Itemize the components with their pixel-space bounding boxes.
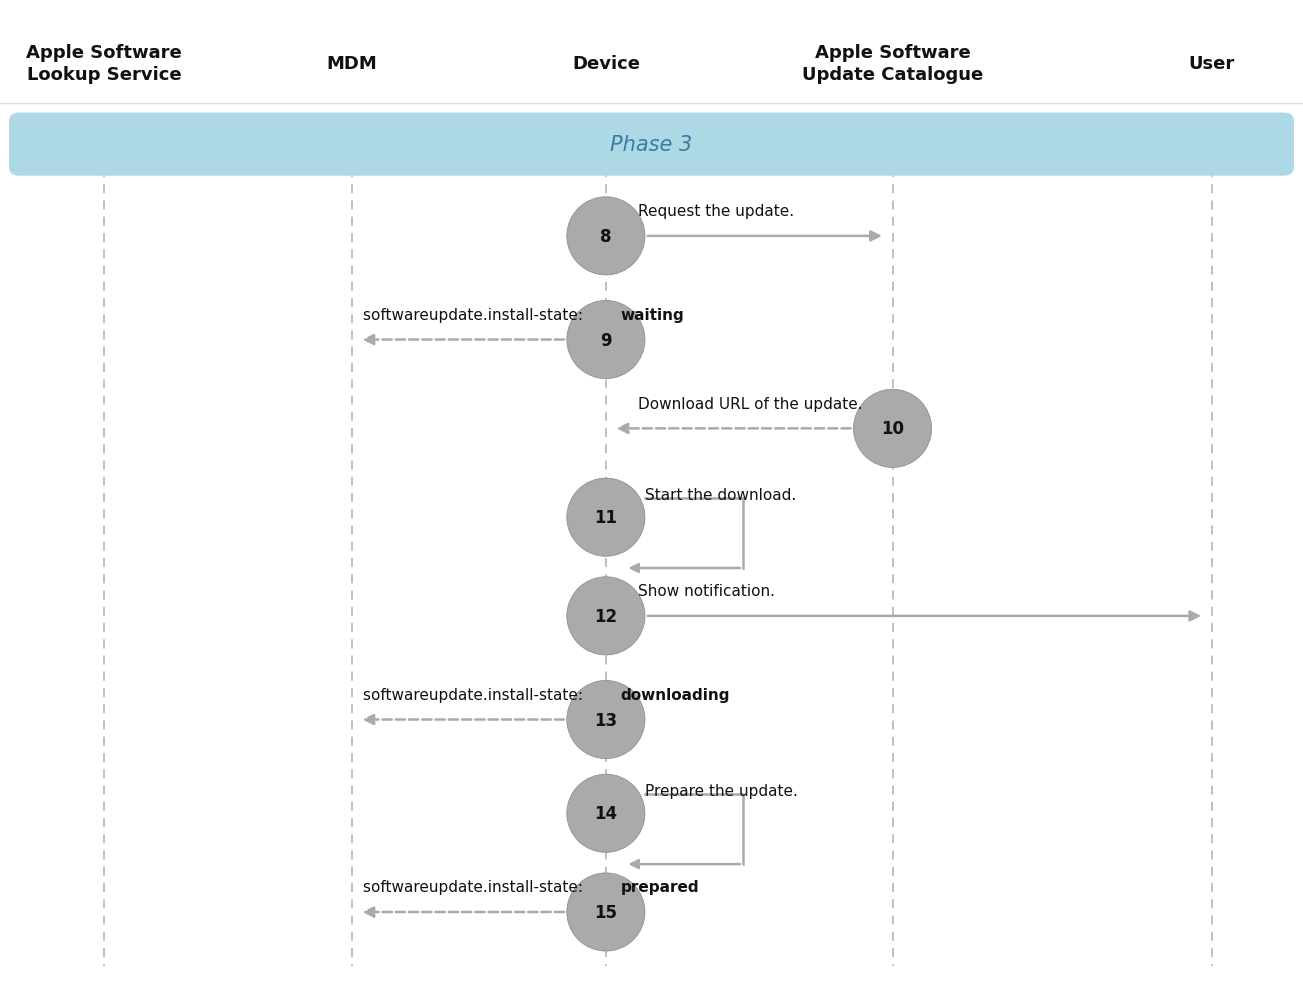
- Text: 8: 8: [601, 228, 611, 246]
- Text: 12: 12: [594, 607, 618, 625]
- Ellipse shape: [853, 389, 932, 468]
- FancyBboxPatch shape: [9, 113, 1294, 176]
- Ellipse shape: [567, 577, 645, 656]
- Ellipse shape: [567, 197, 645, 276]
- Text: Apple Software
Update Catalogue: Apple Software Update Catalogue: [801, 44, 984, 84]
- Text: softwareupdate.install-state:: softwareupdate.install-state:: [364, 880, 588, 894]
- Text: Show notification.: Show notification.: [638, 584, 775, 599]
- Text: Device: Device: [572, 55, 640, 73]
- Text: 10: 10: [881, 420, 904, 438]
- Text: Request the update.: Request the update.: [638, 204, 795, 219]
- Text: User: User: [1188, 55, 1235, 73]
- Text: Phase 3: Phase 3: [610, 135, 693, 155]
- Ellipse shape: [567, 301, 645, 380]
- Text: prepared: prepared: [620, 880, 700, 894]
- Text: waiting: waiting: [620, 308, 684, 322]
- Text: 11: 11: [594, 509, 618, 527]
- Ellipse shape: [567, 873, 645, 951]
- Text: 9: 9: [601, 331, 611, 349]
- Text: Start the download.: Start the download.: [645, 488, 796, 503]
- Ellipse shape: [567, 774, 645, 853]
- Text: downloading: downloading: [620, 687, 730, 702]
- Text: Prepare the update.: Prepare the update.: [645, 784, 797, 799]
- Text: 13: 13: [594, 711, 618, 729]
- Text: MDM: MDM: [327, 55, 377, 73]
- Text: 15: 15: [594, 903, 618, 921]
- Text: softwareupdate.install-state:: softwareupdate.install-state:: [364, 308, 588, 322]
- Text: softwareupdate.install-state:: softwareupdate.install-state:: [364, 687, 588, 702]
- Ellipse shape: [567, 680, 645, 759]
- Ellipse shape: [567, 478, 645, 557]
- Text: 14: 14: [594, 805, 618, 822]
- Text: Download URL of the update.: Download URL of the update.: [638, 396, 863, 411]
- Text: Apple Software
Lookup Service: Apple Software Lookup Service: [26, 44, 182, 84]
